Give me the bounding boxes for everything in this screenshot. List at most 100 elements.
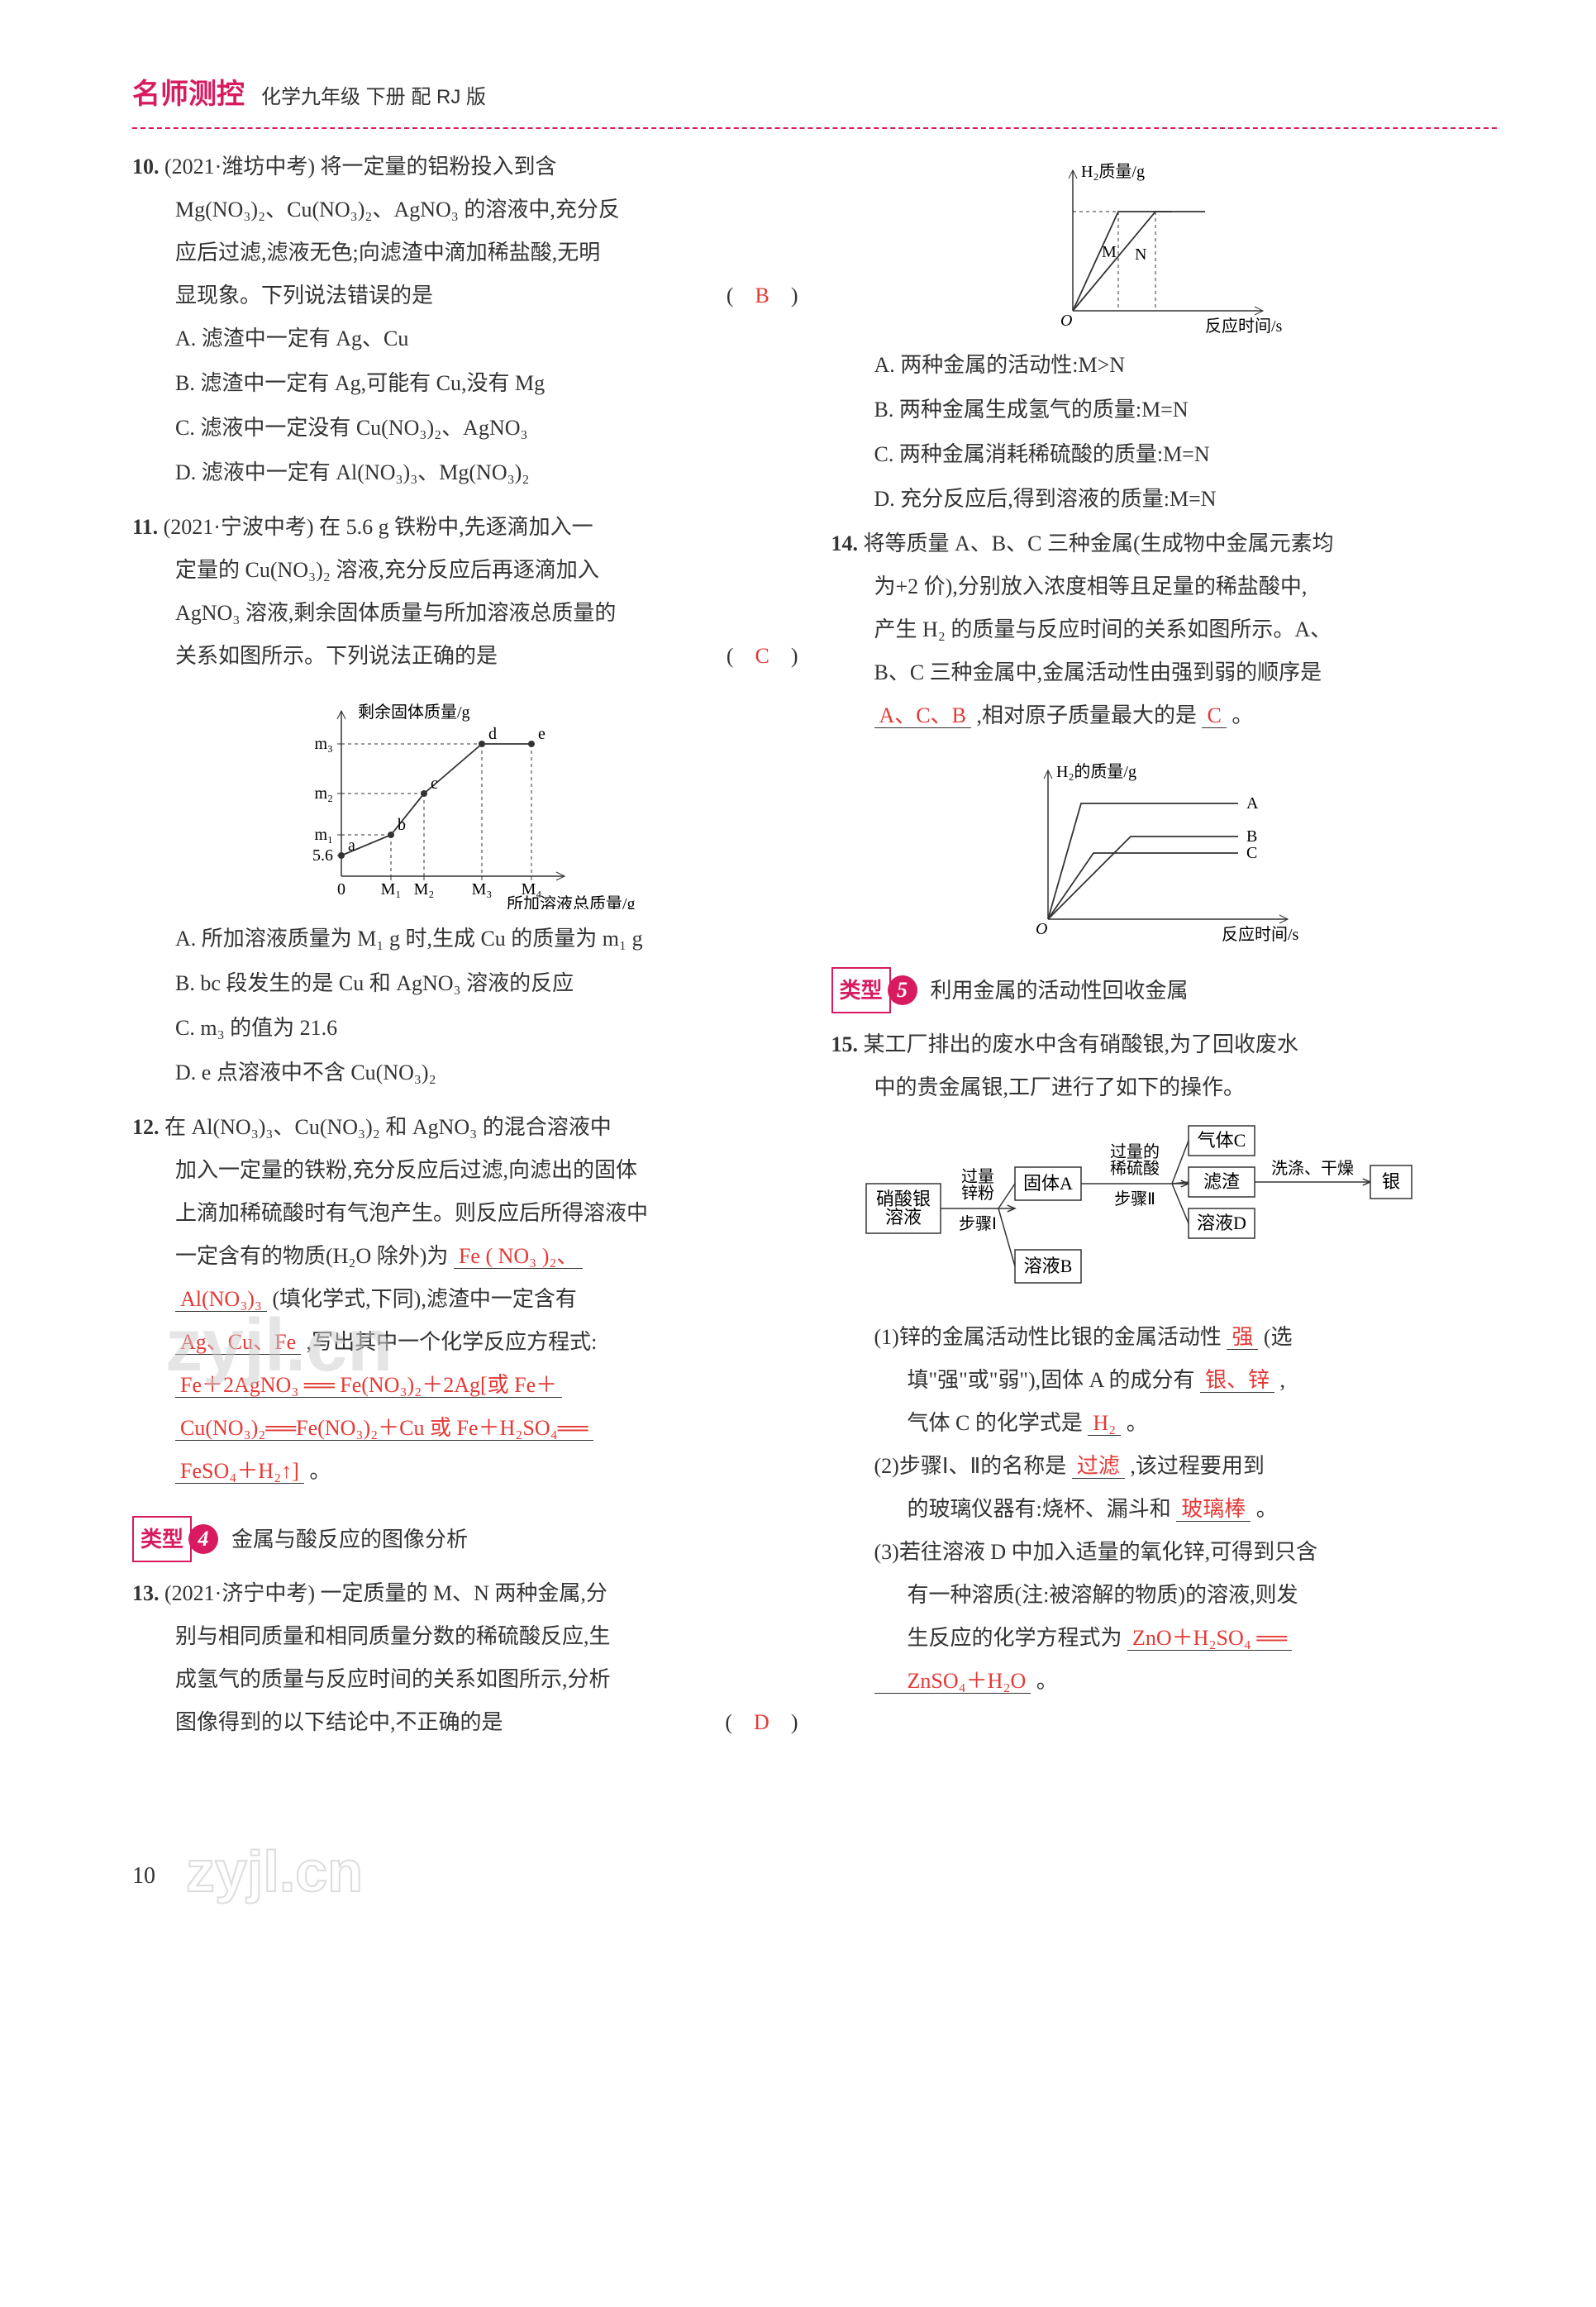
q10-optA: A. 滤渣中一定有 Ag、Cu [175, 317, 798, 360]
watermark-2: zyjl.cn [186, 1839, 363, 1904]
q11-optA: A. 所加溶液质量为 M₁ g 时,生成 Cu 的质量为 m₁ g [175, 918, 798, 960]
q14-tail: 。 [1232, 703, 1253, 727]
section-4-badge: 类型 4 金属与酸反应的图像分析 [132, 1516, 468, 1562]
q15-sub1-pre: (1)锌的金属活动性比银的金属活动性 [874, 1325, 1222, 1349]
q12-blank3a: Fe＋2AgNO₃ ══ Fe(NO₃)₂＋2Ag[或 Fe＋ [175, 1373, 562, 1398]
q13-optD: D. 充分反应后,得到溶液的质量:M=N [831, 478, 1498, 521]
svg-text:气体C: 气体C [1198, 1130, 1246, 1151]
svg-text:过量: 过量 [961, 1167, 994, 1186]
header-sub: 化学九年级 下册 配 RJ 版 [261, 78, 486, 117]
q11-stem2: 定量的 Cu(NO₃)₂ 溶液,充分反应后再逐滴加入 [175, 558, 599, 582]
right-column: H₂质量/g反应时间/sOMN A. 两种金属的活动性:M>N B. 两种金属生… [831, 145, 1498, 1756]
section-4-title: 金属与酸反应的图像分析 [231, 1518, 468, 1561]
section-4-label: 类型 [132, 1516, 192, 1562]
question-12: 12. 在 Al(NO₃)₃、Cu(NO₃)₂ 和 AgNO₃ 的混合溶液中 加… [132, 1106, 798, 1493]
chart-q14: H₂的质量/g反应时间/sOABC [998, 746, 1329, 944]
q11-stem3: AgNO₃ 溶液,剩余固体质量与所加溶液总质量的 [175, 601, 616, 625]
q10-answer: B [755, 284, 769, 307]
q13-answer: D [754, 1710, 769, 1734]
question-13: 13. (2021·济宁中考) 一定质量的 M、N 两种金属,分 别与相同质量和… [132, 1572, 798, 1744]
svg-text:C: C [1246, 844, 1257, 862]
q10-optD: D. 滤液中一定有 Al(NO₃)₃、Mg(NO₃)₂ [175, 451, 798, 494]
q12-blank3c: FeSO₄＋H₂↑] [175, 1459, 304, 1484]
q12-blank1b: Al(NO₃)₃ [175, 1287, 267, 1312]
q15-sub1-line3-tail: 。 [1127, 1411, 1148, 1435]
svg-text:5.6: 5.6 [312, 846, 333, 865]
svg-text:N: N [1135, 245, 1146, 264]
q10-answer-paren: ( B ) [727, 274, 798, 317]
q15-blank1: 强 [1227, 1325, 1258, 1350]
svg-text:m₂: m₂ [314, 784, 333, 803]
section-4-num: 4 [188, 1524, 218, 1554]
svg-text:溶液: 溶液 [885, 1207, 922, 1227]
two-column-layout: 10. (2021·潍坊中考) 将一定量的铝粉投入到含 Mg(NO₃)₂、Cu(… [132, 145, 1497, 1756]
svg-text:H₂的质量/g: H₂的质量/g [1056, 762, 1136, 781]
q15-sub1-line3-pre: 气体 C 的化学式是 [874, 1411, 1083, 1435]
q11-optC: C. m₃ 的值为 21.6 [175, 1007, 798, 1050]
svg-text:滤渣: 滤渣 [1203, 1171, 1240, 1192]
question-15: 15. 某工厂排出的废水中含有硝酸银,为了回收废水 中的贵金属银,工厂进行了如下… [831, 1023, 1498, 1703]
q13-answer-paren: ( D ) [725, 1701, 798, 1744]
svg-text:b: b [398, 816, 406, 834]
q14-stem5-pre: ,相对原子质量最大的是 [976, 703, 1197, 727]
chart-q11: 剩余固体质量/g所加溶液总质量/g5.6m₁m₂m₃0M₁M₂M₃M₄abcde [283, 686, 647, 909]
q10-options: A. 滤渣中一定有 Ag、Cu B. 滤渣中一定有 Ag,可能有 Cu,没有 M… [132, 317, 798, 494]
svg-text:c: c [431, 775, 438, 793]
svg-text:M₄: M₄ [521, 880, 541, 898]
q11-num: 11. [132, 515, 158, 539]
svg-text:M: M [1102, 243, 1117, 261]
q12-stem2: 加入一定量的铁粉,充分反应后过滤,向滤出的固体 [175, 1158, 637, 1182]
brand-text: 名师测控 [132, 66, 245, 122]
q14-blank1: A、C、B [874, 703, 971, 728]
q12-stem3: 上滴加稀硫酸时有气泡产生。则反应后所得溶液中 [175, 1201, 648, 1225]
svg-text:步骤Ⅰ: 步骤Ⅰ [959, 1214, 997, 1233]
svg-text:反应时间/s: 反应时间/s [1205, 317, 1283, 336]
q13-src: (2021·济宁中考) [164, 1581, 315, 1605]
q10-stem4: 显现象。下列说法错误的是 [175, 284, 433, 307]
q11-answer: C [755, 644, 769, 668]
q13-options: A. 两种金属的活动性:M>N B. 两种金属生成氢气的质量:M=N C. 两种… [831, 344, 1498, 521]
q13-num: 13. [132, 1581, 160, 1605]
q12-tail: 。 [309, 1459, 331, 1483]
q13-stem4: 图像得到的以下结论中,不正确的是 [175, 1710, 503, 1734]
svg-text:m₃: m₃ [314, 735, 333, 753]
svg-text:溶液D: 溶液D [1197, 1213, 1246, 1233]
q15-sub1-tail: , [1279, 1368, 1285, 1392]
q10-stem3: 应后过滤,滤液无色;向滤渣中滴加稀盐酸,无明 [175, 241, 600, 265]
q14-blank2: C [1202, 703, 1226, 728]
q14-stem3: 产生 H₂ 的质量与反应时间的关系如图所示。A、 [874, 617, 1332, 641]
q12-blank1: Fe ( NO₃ )₂、 [454, 1244, 584, 1269]
q15-blank3: H₂ [1088, 1411, 1121, 1436]
left-column: 10. (2021·潍坊中考) 将一定量的铝粉投入到含 Mg(NO₃)₂、Cu(… [132, 145, 798, 1756]
question-11: 11. (2021·宁波中考) 在 5.6 g 铁粉中,先逐滴加入一 定量的 C… [132, 506, 798, 1094]
q15-sub3-tail: 。 [1036, 1669, 1058, 1693]
q15-stem2: 中的贵金属银,工厂进行了如下的操作。 [874, 1075, 1246, 1099]
q15-sub2-pre: (2)步骤Ⅰ、Ⅱ的名称是 [874, 1454, 1067, 1478]
q15-sub2-mid: ,该过程要用到 [1130, 1454, 1265, 1478]
q11-answer-paren: ( C ) [727, 635, 798, 678]
q12-stem4-pre: 一定含有的物质(H₂O 除外)为 [175, 1244, 448, 1268]
q15-sub1-line2-pre: 填"强"或"弱"),固体 A 的成分有 [874, 1368, 1195, 1392]
q15-blank6: ZnO＋H₂SO₄ ══ [1127, 1626, 1292, 1651]
question-14: 14. 将等质量 A、B、C 三种金属(生成物中金属元素均 为+2 价),分别放… [831, 522, 1498, 944]
q11-options: A. 所加溶液质量为 M₁ g 时,生成 Cu 的质量为 m₁ g B. bc … [132, 918, 798, 1094]
q11-optD: D. e 点溶液中不含 Cu(NO₃)₂ [175, 1051, 798, 1094]
svg-text:银: 银 [1382, 1171, 1400, 1192]
svg-text:M₃: M₃ [471, 880, 492, 898]
svg-text:步骤Ⅱ: 步骤Ⅱ [1114, 1189, 1155, 1208]
svg-text:稀硫酸: 稀硫酸 [1110, 1159, 1160, 1178]
section-5-badge: 类型 5 利用金属的活动性回收金属 [831, 967, 1189, 1013]
q13-optA: A. 两种金属的活动性:M>N [831, 344, 1498, 387]
q15-blank2: 银、锌 [1200, 1368, 1274, 1393]
q15-blank6b: ZnSO₄＋H₂O [874, 1669, 1031, 1694]
svg-text:M₂: M₂ [413, 880, 434, 898]
q14-stem4: B、C 三种金属中,金属活动性由强到弱的顺序是 [874, 660, 1322, 684]
q13-stem3: 成氢气的质量与反应时间的关系如图所示,分析 [175, 1667, 611, 1691]
q15-sub3-line2: 有一种溶质(注:被溶解的物质)的溶液,则发 [874, 1583, 1298, 1607]
q12-blank3b: Cu(NO₃)₂══Fe(NO₃)₂＋Cu 或 Fe＋H₂SO₄══ [175, 1416, 593, 1441]
svg-text:洗涤、干燥: 洗涤、干燥 [1271, 1159, 1354, 1178]
svg-text:m₁: m₁ [314, 826, 333, 844]
svg-text:d: d [488, 725, 497, 743]
q12-stem6-pre: ,写出其中一个化学反应方程式: [307, 1330, 598, 1354]
page-num-text: 10 [132, 1863, 155, 1889]
